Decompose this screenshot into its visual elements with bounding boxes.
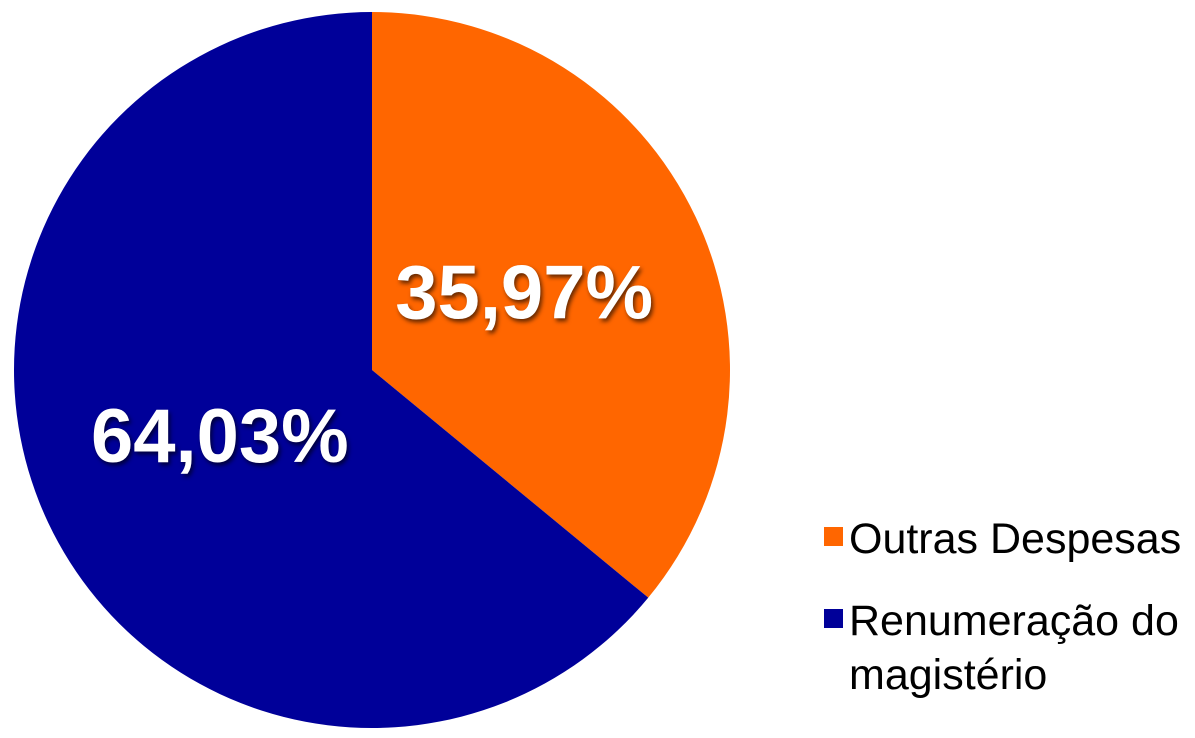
legend-item: Renumeração do magistério bbox=[824, 594, 1195, 702]
legend: Outras Despesas Renumeração do magistério bbox=[824, 512, 1195, 730]
legend-swatch bbox=[824, 609, 843, 628]
pie-slice bbox=[13, 12, 649, 728]
legend-swatch bbox=[824, 527, 843, 546]
legend-label: Outras Despesas bbox=[849, 515, 1182, 563]
data-label: 64,03% bbox=[91, 394, 349, 479]
pie-slice bbox=[372, 12, 730, 598]
legend-label: Renumeração do magistério bbox=[849, 597, 1179, 699]
data-label: 35,97% bbox=[395, 250, 653, 335]
legend-item: Outras Despesas bbox=[824, 512, 1195, 566]
